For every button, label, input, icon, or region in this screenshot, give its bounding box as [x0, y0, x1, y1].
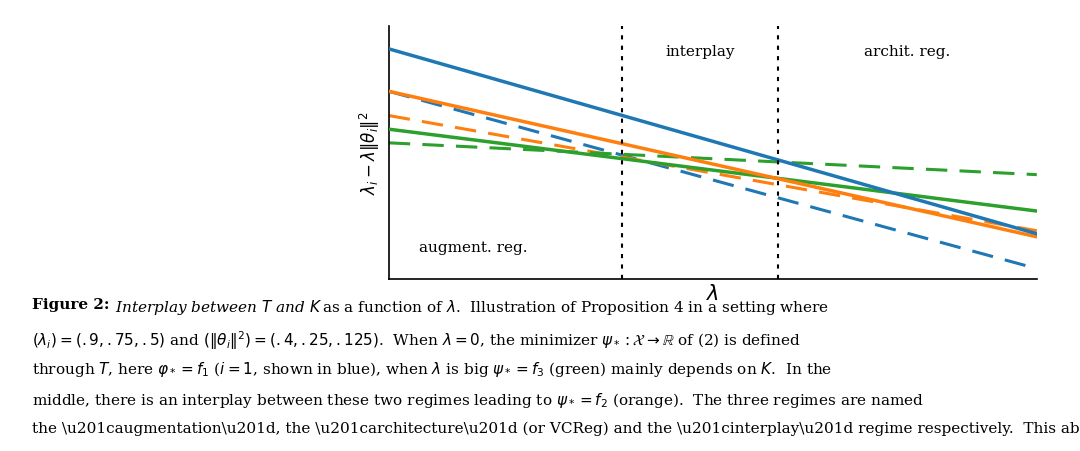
- Text: augment. reg.: augment. reg.: [419, 240, 527, 254]
- Text: through $T$, here $\varphi_* = f_1$ ($i = 1$, shown in blue), when $\lambda$ is : through $T$, here $\varphi_* = f_1$ ($i …: [32, 359, 833, 378]
- X-axis label: $\lambda$: $\lambda$: [706, 284, 719, 304]
- Text: Figure 2:: Figure 2:: [32, 298, 116, 312]
- Text: the \u201caugmentation\u201d, the \u201carchitecture\u201d (or VCReg) and the \u: the \u201caugmentation\u201d, the \u201c…: [32, 420, 1080, 435]
- Y-axis label: $\lambda_i - \lambda\|\theta_i\|^2$: $\lambda_i - \lambda\|\theta_i\|^2$: [357, 112, 382, 195]
- Text: Interplay between $T$ and $K$: Interplay between $T$ and $K$: [116, 298, 322, 317]
- Text: $(\lambda_i) = (.9,.75,.5)$ and $(\|\theta_i\|^2) = (.4,.25,.125)$.  When $\lamb: $(\lambda_i) = (.9,.75,.5)$ and $(\|\the…: [32, 328, 801, 351]
- Text: as a function of $\lambda$.  Illustration of Proposition 4 in a setting where: as a function of $\lambda$. Illustration…: [322, 298, 829, 317]
- Text: archit. reg.: archit. reg.: [864, 45, 950, 59]
- Text: middle, there is an interplay between these two regimes leading to $\psi_* = f_2: middle, there is an interplay between th…: [32, 390, 924, 409]
- Text: interplay: interplay: [665, 45, 734, 59]
